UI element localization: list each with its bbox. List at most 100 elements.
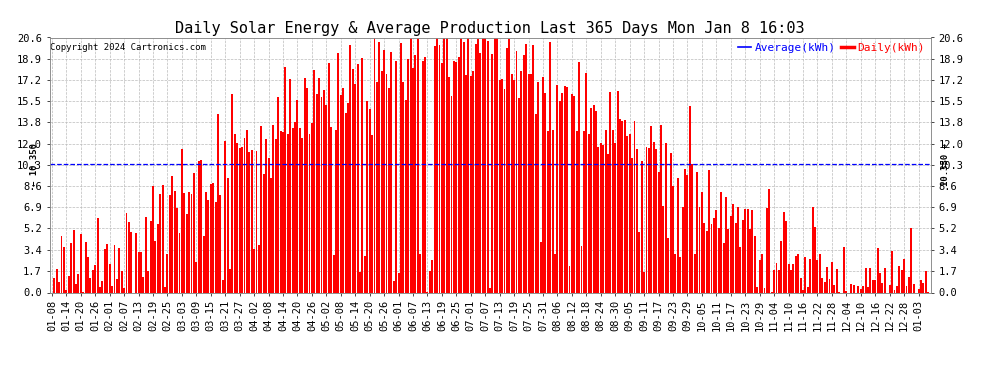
Bar [356, 64, 358, 292]
Bar [583, 131, 585, 292]
Bar [200, 160, 202, 292]
Bar [260, 126, 262, 292]
Bar [489, 288, 491, 292]
Bar [477, 39, 479, 292]
Bar [368, 110, 370, 292]
Bar [850, 284, 852, 292]
Bar [566, 87, 568, 292]
Bar [831, 262, 833, 292]
Bar [255, 151, 257, 292]
Bar [234, 134, 236, 292]
Bar [455, 63, 457, 292]
Bar [345, 112, 346, 292]
Bar [650, 126, 652, 292]
Bar [568, 266, 570, 292]
Bar [814, 227, 816, 292]
Bar [733, 204, 735, 292]
Bar [636, 149, 638, 292]
Bar [484, 38, 486, 292]
Bar [114, 245, 116, 292]
Bar [597, 147, 599, 292]
Bar [395, 62, 397, 292]
Bar [248, 152, 250, 292]
Bar [699, 207, 701, 292]
Bar [289, 79, 291, 292]
Bar [311, 123, 313, 292]
Bar [258, 245, 260, 292]
Bar [446, 38, 447, 292]
Bar [754, 236, 755, 292]
Bar [624, 120, 626, 292]
Bar [366, 101, 368, 292]
Bar [152, 186, 154, 292]
Bar [740, 247, 742, 292]
Bar [331, 127, 332, 292]
Bar [792, 264, 794, 292]
Bar [617, 91, 619, 292]
Bar [669, 153, 671, 292]
Bar [215, 202, 217, 292]
Bar [318, 78, 320, 292]
Text: 10.350 →: 10.350 → [941, 143, 950, 186]
Bar [614, 143, 616, 292]
Bar [393, 281, 395, 292]
Bar [556, 85, 558, 292]
Bar [457, 57, 459, 292]
Bar [723, 243, 725, 292]
Bar [783, 211, 785, 292]
Bar [590, 108, 592, 292]
Bar [323, 90, 325, 292]
Bar [860, 289, 861, 292]
Bar [128, 222, 130, 292]
Bar [410, 38, 412, 292]
Bar [884, 268, 886, 292]
Bar [143, 277, 145, 292]
Bar [696, 172, 698, 292]
Bar [706, 231, 708, 292]
Bar [903, 259, 905, 292]
Bar [716, 210, 718, 292]
Bar [826, 267, 828, 292]
Bar [708, 170, 710, 292]
Bar [422, 61, 424, 292]
Bar [250, 150, 252, 292]
Bar [149, 221, 151, 292]
Bar [292, 129, 294, 292]
Bar [629, 134, 631, 292]
Bar [645, 147, 647, 292]
Bar [316, 94, 318, 292]
Bar [842, 248, 844, 292]
Bar [487, 41, 489, 292]
Bar [99, 287, 101, 292]
Bar [491, 54, 493, 292]
Bar [778, 270, 780, 292]
Bar [920, 280, 922, 292]
Bar [610, 92, 612, 292]
Bar [894, 290, 895, 292]
Bar [807, 288, 809, 292]
Bar [526, 44, 527, 292]
Bar [123, 288, 125, 292]
Bar [877, 248, 878, 292]
Bar [751, 210, 753, 292]
Bar [644, 272, 645, 292]
Bar [203, 236, 205, 292]
Bar [140, 252, 142, 292]
Bar [104, 249, 106, 292]
Bar [407, 59, 409, 292]
Bar [516, 51, 518, 292]
Bar [156, 224, 158, 292]
Bar [718, 228, 720, 292]
Bar [229, 269, 231, 292]
Bar [571, 94, 573, 292]
Bar [540, 242, 542, 292]
Bar [829, 279, 831, 292]
Bar [479, 53, 481, 292]
Bar [576, 131, 578, 292]
Bar [720, 192, 722, 292]
Bar [737, 207, 739, 292]
Bar [242, 147, 244, 292]
Bar [222, 280, 224, 292]
Bar [343, 88, 345, 292]
Bar [171, 177, 173, 292]
